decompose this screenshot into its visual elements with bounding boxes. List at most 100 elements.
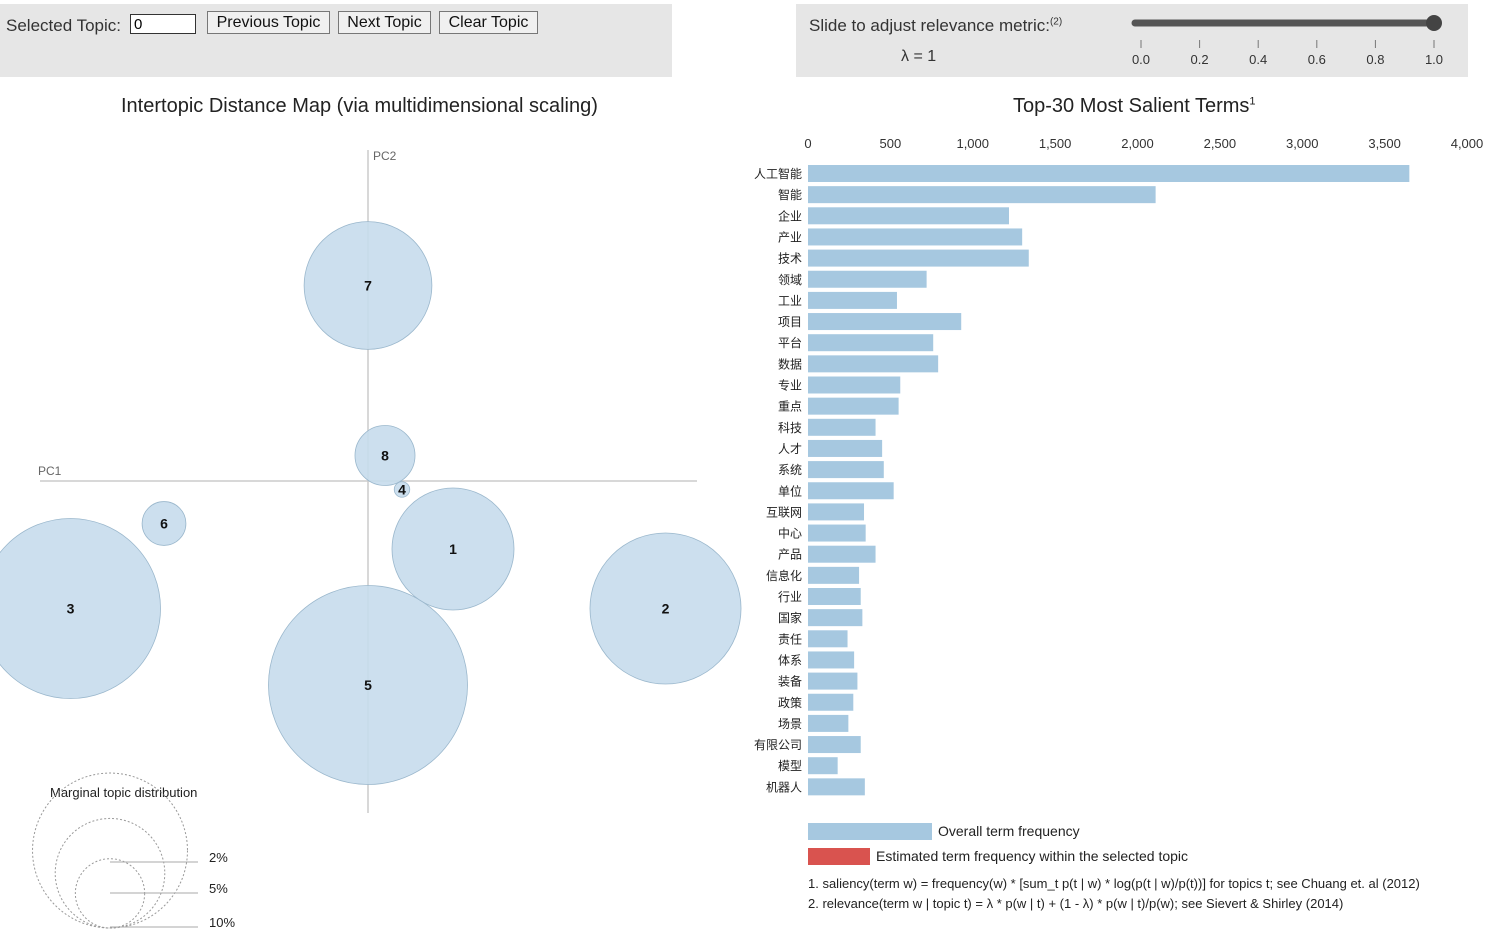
topic-circle-3[interactable] — [0, 518, 161, 699]
term-label[interactable]: 专业 — [778, 378, 802, 393]
slider-tick-label: 0.2 — [1191, 52, 1209, 67]
term-label[interactable]: 人才 — [778, 442, 802, 456]
term-label[interactable]: 科技 — [778, 421, 802, 435]
bar-18[interactable] — [808, 524, 866, 542]
term-label[interactable]: 企业 — [778, 208, 802, 223]
topic-control-panel: Selected Topic: Previous Topic Next Topi… — [0, 4, 672, 77]
term-label[interactable]: 行业 — [778, 590, 802, 604]
x-tick-label: 3,500 — [1368, 136, 1401, 151]
bar-10[interactable] — [808, 355, 939, 373]
term-label[interactable]: 领域 — [778, 273, 802, 287]
topic-circle-1[interactable] — [391, 487, 515, 611]
topic-label-2[interactable]: 2 — [662, 601, 670, 617]
topic-circle-6[interactable] — [141, 501, 187, 546]
term-label[interactable]: 责任 — [778, 632, 802, 646]
slider-tick-label: 0.6 — [1308, 52, 1326, 67]
topic-circle-8[interactable] — [354, 425, 416, 486]
slider-tick-label: 0.8 — [1366, 52, 1384, 67]
bar-26[interactable] — [808, 693, 854, 711]
term-label[interactable]: 产业 — [778, 230, 802, 244]
bar-21[interactable] — [808, 588, 861, 605]
term-label[interactable]: 互联网 — [766, 505, 802, 519]
legend-topic-swatch — [808, 848, 870, 865]
slider-tick-label: 0.4 — [1249, 52, 1267, 67]
bar-28[interactable] — [808, 736, 861, 754]
term-label[interactable]: 单位 — [778, 483, 802, 498]
bar-11[interactable] — [808, 376, 901, 394]
term-label[interactable]: 人工智能 — [754, 166, 802, 181]
term-label[interactable]: 有限公司 — [754, 738, 802, 752]
pc2-label: PC2 — [373, 149, 397, 163]
bar-12[interactable] — [808, 397, 899, 415]
selected-topic-input[interactable] — [130, 14, 196, 34]
bar-16[interactable] — [808, 482, 894, 500]
bar-9[interactable] — [808, 334, 934, 352]
topic-label-5[interactable]: 5 — [364, 677, 372, 693]
term-label[interactable]: 装备 — [778, 675, 802, 689]
term-label[interactable]: 模型 — [778, 759, 802, 773]
next-topic-button[interactable]: Next Topic — [338, 11, 431, 34]
bar-23[interactable] — [808, 630, 848, 648]
bar-1[interactable] — [808, 165, 1410, 182]
bar-4[interactable] — [808, 228, 1023, 246]
term-label[interactable]: 重点 — [778, 400, 802, 414]
bar-13[interactable] — [808, 418, 876, 436]
term-label[interactable]: 国家 — [778, 610, 802, 625]
term-label[interactable]: 智能 — [778, 187, 802, 202]
bar-2[interactable] — [808, 186, 1156, 204]
topic-label-4[interactable]: 4 — [398, 482, 406, 498]
bar-25[interactable] — [808, 672, 858, 690]
bar-3[interactable] — [808, 207, 1009, 225]
topic-label-8[interactable]: 8 — [381, 448, 389, 464]
legend-overall-label: Overall term frequency — [938, 823, 1080, 839]
selected-topic-label: Selected Topic: — [6, 16, 121, 35]
bar-15[interactable] — [808, 461, 884, 479]
topic-label-7[interactable]: 7 — [364, 278, 372, 294]
term-label[interactable]: 平台 — [778, 335, 802, 350]
bar-14[interactable] — [808, 439, 883, 457]
term-label[interactable]: 工业 — [778, 294, 802, 308]
bar-19[interactable] — [808, 545, 876, 563]
x-tick-label: 0 — [804, 136, 811, 151]
term-label[interactable]: 信息化 — [766, 568, 802, 583]
topic-label-1[interactable]: 1 — [449, 541, 457, 557]
previous-topic-button[interactable]: Previous Topic — [207, 11, 330, 34]
topic-circle-7[interactable] — [303, 221, 433, 350]
bar-17[interactable] — [808, 503, 865, 521]
x-tick-label: 2,500 — [1204, 136, 1237, 151]
bar-20[interactable] — [808, 566, 860, 584]
slider-label-sup: (2) — [1049, 16, 1063, 28]
term-label[interactable]: 中心 — [778, 526, 802, 541]
bar-29[interactable] — [808, 757, 838, 775]
x-tick-label: 1,000 — [956, 136, 989, 151]
topic-circle-4[interactable] — [393, 481, 411, 498]
bar-7[interactable] — [808, 291, 897, 309]
relevance-slider-panel: Slide to adjust relevance metric:(2) λ =… — [796, 4, 1468, 77]
topic-circle-2[interactable] — [589, 532, 742, 685]
term-label[interactable]: 项目 — [778, 315, 802, 329]
slider-tick-label: 0.0 — [1132, 52, 1150, 67]
marginal-circle-10 — [32, 772, 188, 929]
footnote-saliency: 1. saliency(term w) = frequency(w) * [su… — [808, 876, 1420, 891]
bar-24[interactable] — [808, 651, 855, 669]
term-label[interactable]: 数据 — [778, 356, 802, 371]
legend-overall-swatch — [808, 823, 932, 840]
term-label[interactable]: 产品 — [778, 548, 802, 562]
clear-topic-button[interactable]: Clear Topic — [439, 11, 538, 34]
term-label[interactable]: 场景 — [778, 717, 802, 731]
bar-6[interactable] — [808, 270, 927, 288]
slider-handle[interactable] — [1426, 15, 1442, 31]
topic-circle-5[interactable] — [268, 585, 468, 785]
bar-8[interactable] — [808, 313, 962, 331]
bar-5[interactable] — [808, 249, 1029, 267]
term-label[interactable]: 体系 — [778, 653, 802, 667]
term-label[interactable]: 技术 — [778, 252, 802, 266]
term-label[interactable]: 机器人 — [766, 780, 802, 794]
bar-27[interactable] — [808, 714, 849, 732]
term-label[interactable]: 系统 — [778, 463, 802, 477]
term-label[interactable]: 政策 — [778, 696, 802, 710]
topic-label-3[interactable]: 3 — [67, 601, 75, 617]
bar-30[interactable] — [808, 778, 865, 796]
bar-22[interactable] — [808, 609, 863, 627]
topic-label-6[interactable]: 6 — [160, 516, 168, 532]
